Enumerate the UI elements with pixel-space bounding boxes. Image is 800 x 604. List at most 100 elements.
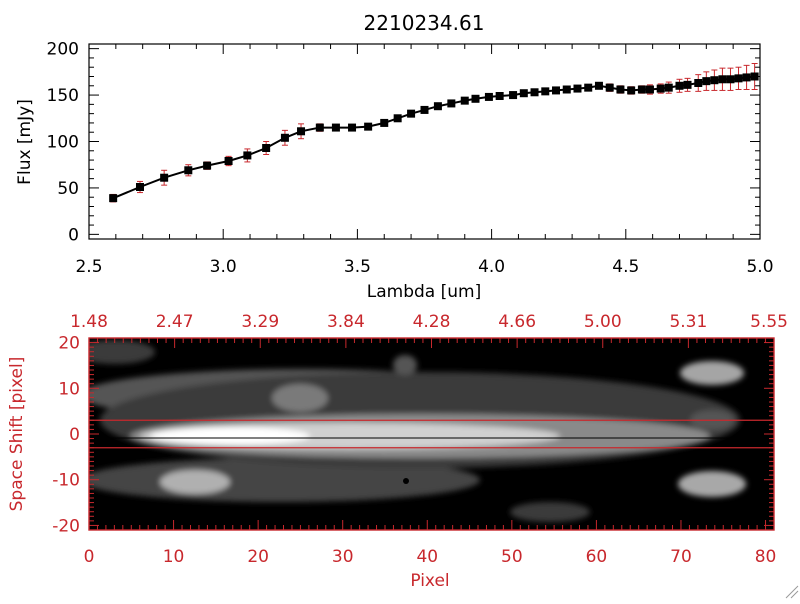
data-point [364, 122, 373, 131]
spectrum-tick-labels: 2.5 3.0 3.5 4.0 4.5 5.0 0 50 100 150 200 [47, 40, 774, 277]
data-point [420, 105, 429, 114]
y-tick-label: 50 [57, 179, 79, 199]
data-point [393, 114, 402, 123]
data-point [541, 87, 550, 96]
data-point [664, 83, 673, 92]
spectrum-plot-frame [88, 43, 761, 240]
blob-right-top [680, 361, 744, 385]
data-point [710, 76, 719, 85]
spectrum-x-axis-label: Lambda [um] [367, 282, 481, 302]
data-point [552, 86, 561, 95]
data-point [484, 92, 493, 101]
spectrum-2d-image [89, 338, 774, 530]
data-point [584, 83, 593, 92]
x-tick-label: 4.0 [478, 257, 505, 277]
data-point [573, 84, 582, 93]
data-point [203, 161, 212, 170]
data-point [616, 85, 625, 94]
data-point [407, 109, 416, 118]
data-point [109, 194, 118, 203]
blob-right-bottom [678, 471, 746, 497]
data-point [471, 94, 480, 103]
data-point [605, 83, 614, 92]
x-tick-label: 3.5 [344, 257, 371, 277]
x-tick-label: 5.0 [746, 257, 773, 277]
y-tick-label: 0 [68, 225, 79, 245]
y-tick-label: 0 [69, 425, 80, 445]
data-point [742, 73, 751, 82]
blob-top-mid [393, 355, 417, 375]
x-tick-label: 30 [332, 547, 354, 567]
x-tick-label: 3.0 [210, 257, 237, 277]
data-point [702, 77, 711, 86]
y-tick-label: 150 [47, 86, 79, 106]
data-point [495, 92, 504, 100]
blob-top-left [89, 340, 155, 364]
data-point [726, 75, 735, 84]
x-tick-label: 80 [755, 547, 777, 567]
data-point [262, 144, 271, 152]
data-point [530, 88, 539, 97]
data-point [656, 84, 665, 93]
data-point [519, 89, 528, 98]
data-point [315, 123, 324, 132]
data-point [243, 151, 252, 160]
data-point [627, 86, 636, 95]
data-point [594, 81, 603, 90]
blob-lower-left [160, 470, 230, 494]
y-tick-label: 10 [58, 379, 80, 399]
image-axes-ticks [88, 337, 775, 531]
data-point [280, 133, 289, 142]
data-point [675, 81, 684, 90]
spectrum-y-axis-label: Flux [mJy] [15, 99, 35, 185]
x-tick-label: 40 [416, 547, 438, 567]
wavelength-tick-label: 4.28 [413, 312, 451, 332]
wavelength-tick-label: 3.29 [241, 312, 279, 332]
data-point [694, 79, 703, 87]
spectrum-series [109, 63, 759, 203]
bad-pixel [403, 478, 409, 484]
image-x-axis-label: Pixel [410, 571, 449, 591]
data-point [734, 74, 743, 83]
data-point [750, 72, 759, 81]
y-tick-label: 100 [47, 133, 79, 153]
x-tick-label: 2.5 [75, 257, 102, 277]
y-tick-label: 20 [58, 334, 80, 354]
data-point [160, 173, 169, 182]
blob-upper-mid [272, 384, 328, 412]
data-point [645, 85, 654, 94]
data-point [447, 99, 456, 108]
x-tick-label: 4.5 [612, 257, 639, 277]
x-tick-label: 70 [670, 547, 692, 567]
wavelength-tick-label: 4.66 [498, 312, 536, 332]
blob-bottom-mid [510, 502, 590, 522]
wavelength-tick-label: 1.48 [70, 312, 108, 332]
x-tick-label: 20 [247, 547, 269, 567]
image-frame [88, 337, 775, 531]
spectrum-chart: 2210234.61 2.5 3.0 3.5 4.0 4.5 5.0 0 50 100 150 20… [15, 11, 774, 302]
data-point [562, 85, 571, 94]
x-tick-label: 0 [84, 547, 95, 567]
data-point [297, 127, 306, 136]
data-point [637, 85, 646, 94]
image-y-axis-label: Space Shift [pixel] [7, 357, 27, 512]
data-point [224, 157, 233, 165]
data-point [433, 102, 442, 111]
series-line [112, 75, 755, 200]
data-point [460, 96, 469, 105]
y-tick-label: 200 [47, 40, 79, 60]
wavelength-tick-label: 5.55 [750, 312, 788, 332]
y-tick-label: -10 [52, 471, 80, 491]
y-tick-label: -20 [52, 516, 80, 536]
spectrum-axes-ticks [88, 44, 761, 239]
wavelength-tick-label: 5.00 [584, 312, 622, 332]
data-point [718, 75, 727, 84]
resize-grip-icon[interactable] [785, 585, 799, 599]
x-tick-label: 60 [586, 547, 608, 567]
data-point [184, 166, 193, 175]
data-point [509, 91, 518, 100]
data-point [683, 80, 692, 89]
